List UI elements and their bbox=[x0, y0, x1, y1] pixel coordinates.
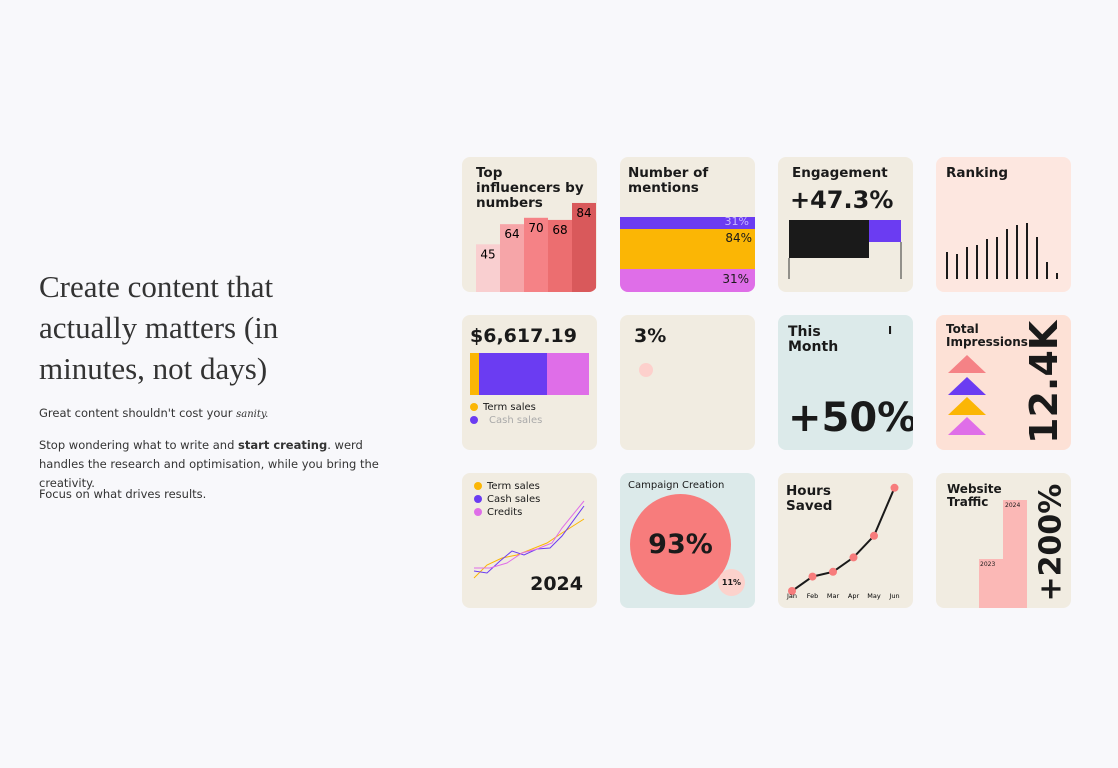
bar: 2023 bbox=[979, 559, 1003, 608]
legend-label: Term sales bbox=[487, 481, 540, 492]
legend: Term sales Cash sales bbox=[470, 401, 542, 427]
x-label: Jan bbox=[786, 592, 797, 600]
card-title: Top influencers by numbers bbox=[476, 165, 584, 211]
x-label: Mar bbox=[827, 592, 840, 600]
stacked-bar bbox=[470, 353, 589, 395]
line-chart: Jan Feb Mar Apr May Jun bbox=[786, 483, 900, 600]
hero-title: Create content that actually matters (in… bbox=[39, 269, 279, 386]
ranking-lines bbox=[946, 223, 1058, 279]
x-label: Apr bbox=[848, 592, 860, 600]
metric: 93% bbox=[630, 494, 731, 595]
line-graphic bbox=[473, 500, 585, 579]
card-title: Number of mentions bbox=[628, 165, 709, 196]
card-influencers: Top influencers by numbers 45 64 70 68 84 bbox=[462, 157, 597, 292]
metric: 3% bbox=[634, 325, 667, 347]
body-suffix: . werd handles the research and optimisa… bbox=[39, 438, 379, 490]
metric: 12.4K bbox=[1022, 320, 1066, 444]
intro-script: sanity. bbox=[236, 409, 269, 420]
card-title: Ranking bbox=[946, 165, 1008, 181]
band-label: 31% bbox=[722, 272, 749, 286]
band-label: 84% bbox=[725, 231, 752, 245]
bar: 2024 bbox=[1003, 500, 1027, 608]
bar bbox=[524, 217, 548, 292]
body-prefix: Stop wondering what to write and bbox=[39, 438, 235, 452]
metric: $6,617.19 bbox=[470, 325, 577, 347]
bar bbox=[500, 224, 524, 292]
card-title: Campaign Creation bbox=[628, 480, 725, 491]
x-label: Jun bbox=[888, 592, 899, 600]
point bbox=[829, 567, 837, 576]
legend-label: Cash sales bbox=[489, 415, 543, 426]
bar-label: 68 bbox=[552, 223, 567, 237]
card-ranking: Ranking bbox=[936, 157, 1071, 292]
bar bbox=[572, 202, 596, 292]
bar-label: 70 bbox=[528, 221, 543, 235]
intro-text: Great content shouldn't cost your bbox=[39, 406, 233, 420]
bar-label: 2024 bbox=[1005, 502, 1021, 509]
metric: +47.3% bbox=[790, 186, 894, 214]
body: Stop wondering what to write and start c… bbox=[39, 436, 389, 493]
legend-label: Term sales bbox=[483, 402, 536, 413]
point bbox=[788, 587, 796, 595]
card-title: Total Impressions bbox=[946, 322, 1028, 349]
card-sales: $6,617.19 Term sales Cash sales bbox=[462, 315, 597, 450]
card-impressions: Total Impressions 12.4K bbox=[936, 315, 1071, 450]
point bbox=[849, 553, 858, 562]
metric: +200% bbox=[1033, 483, 1069, 602]
card-engagement: Engagement +47.3% bbox=[778, 157, 913, 292]
point bbox=[808, 572, 817, 581]
card-title: Hours Saved bbox=[786, 483, 833, 514]
band: 31% bbox=[620, 215, 755, 229]
secondary-metric: 11% bbox=[718, 569, 745, 596]
line bbox=[791, 487, 896, 592]
point bbox=[870, 531, 878, 540]
bar-label: 45 bbox=[480, 247, 495, 261]
card-title: This Month bbox=[788, 324, 839, 355]
card-traffic: Website Traffic 2023 2024 +200% bbox=[936, 473, 1071, 608]
marker: I bbox=[888, 324, 893, 337]
bar-chart: 45 64 70 68 84 bbox=[476, 202, 596, 292]
card-title: Website Traffic bbox=[947, 482, 1002, 509]
card-campaign: Campaign Creation 93% 11% bbox=[620, 473, 755, 608]
band-label: 31% bbox=[724, 215, 749, 228]
dot bbox=[639, 363, 653, 377]
bar-label: 64 bbox=[504, 227, 519, 241]
legend-label: Credits bbox=[487, 507, 523, 518]
band: 84% bbox=[620, 229, 755, 269]
legend: Term sales Cash sales Credits bbox=[474, 480, 540, 519]
bar bbox=[548, 219, 572, 292]
band: 31% bbox=[620, 269, 755, 292]
card-rate: 3% bbox=[620, 315, 755, 450]
point bbox=[890, 483, 899, 492]
year: 2024 bbox=[530, 573, 583, 595]
legend-label: Cash sales bbox=[487, 494, 541, 505]
triangles bbox=[948, 355, 986, 435]
closing: Focus on what drives results. bbox=[39, 487, 207, 501]
x-label: May bbox=[867, 592, 881, 600]
card-hours: Hours Saved Jan Feb Mar Apr May Jun bbox=[778, 473, 913, 608]
card-month: This Month I +50% bbox=[778, 315, 913, 450]
metric: +50% bbox=[788, 395, 913, 441]
body-bold: start creating bbox=[238, 438, 328, 452]
x-label: Feb bbox=[807, 592, 819, 600]
intro: Great content shouldn't cost your sanity… bbox=[39, 404, 389, 424]
card-trend: Term sales Cash sales Credits 2024 bbox=[462, 473, 597, 608]
bar-graphic bbox=[788, 220, 902, 279]
bar bbox=[476, 244, 500, 292]
bar-label: 2023 bbox=[980, 561, 996, 568]
card-mentions: Number of mentions 31% 84% 31% bbox=[620, 157, 755, 292]
card-title: Engagement bbox=[792, 165, 888, 181]
bar-label: 84 bbox=[576, 206, 591, 220]
